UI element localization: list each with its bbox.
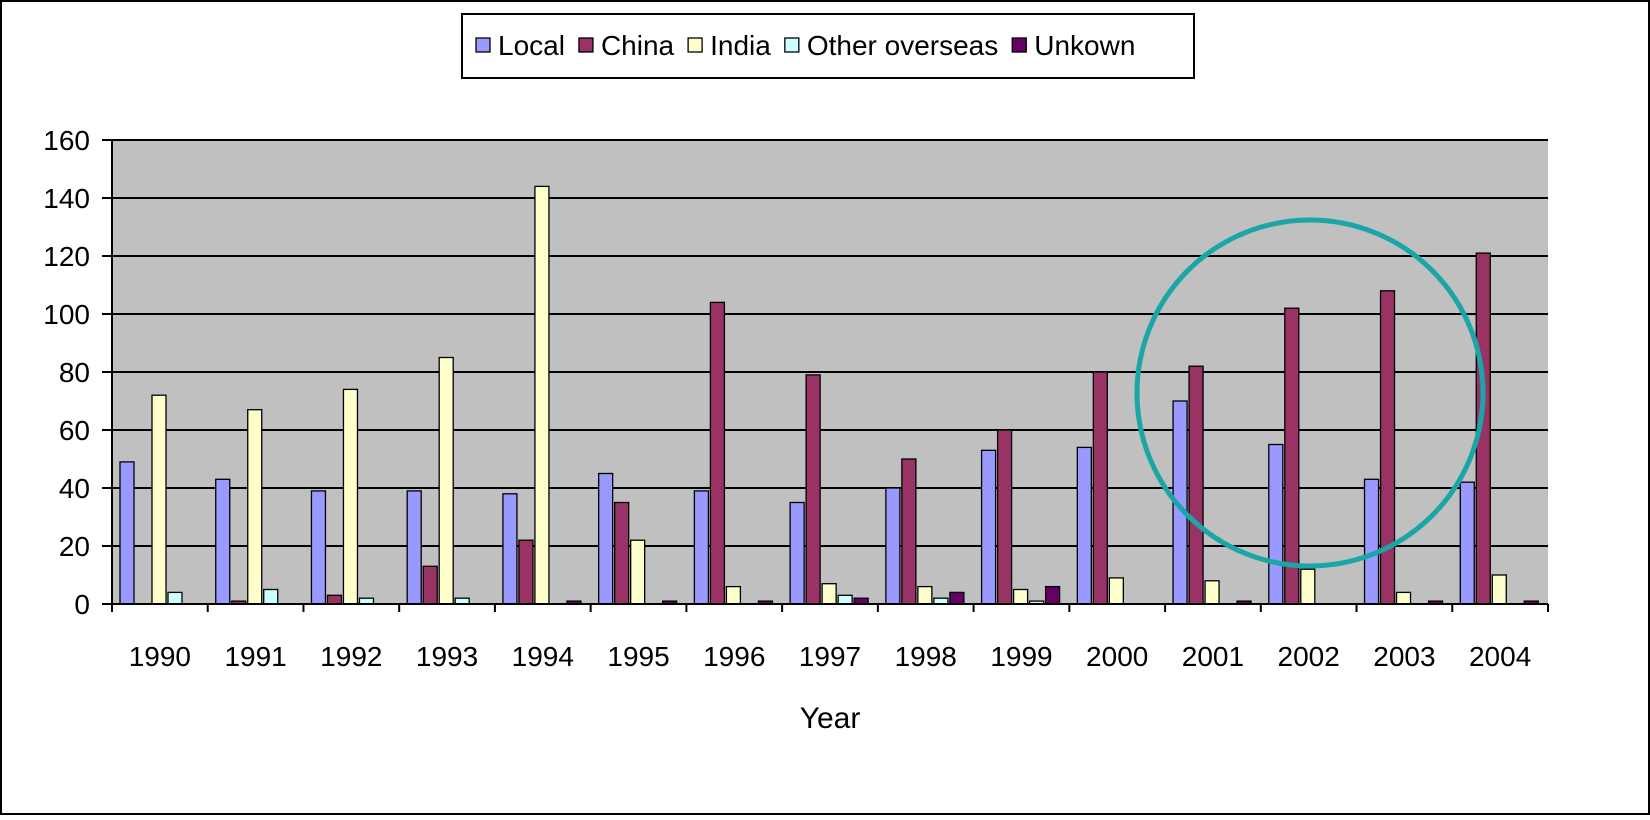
- bar: [725, 585, 742, 605]
- bar: [438, 356, 454, 605]
- legend-label: Unkown: [1034, 30, 1135, 61]
- bar: [1300, 568, 1316, 605]
- y-tick-label: 40: [59, 473, 90, 504]
- bar: [1363, 478, 1380, 605]
- x-tick-label: 1990: [129, 641, 191, 672]
- bar: [693, 490, 710, 605]
- bar: [422, 565, 438, 605]
- bar: [326, 594, 343, 605]
- x-axis-title: Year: [800, 702, 861, 735]
- bar: [1491, 574, 1507, 605]
- bar: [1395, 591, 1412, 605]
- bar: [247, 409, 263, 605]
- bar: [1076, 446, 1092, 605]
- bar: [151, 394, 167, 605]
- bar: [1108, 577, 1124, 605]
- x-tick-label: 1994: [512, 641, 574, 672]
- bar: [837, 594, 853, 605]
- x-tick-label: 1991: [224, 641, 286, 672]
- bar: [996, 429, 1013, 605]
- y-tick-label: 0: [74, 589, 90, 620]
- x-tick-label: 1997: [799, 641, 861, 672]
- bar: [167, 591, 183, 605]
- legend-label: Other overseas: [807, 30, 998, 61]
- x-tick-label: 2002: [1278, 641, 1340, 672]
- bar: [805, 374, 821, 605]
- legend-label: Local: [498, 30, 565, 61]
- bar: [1379, 290, 1396, 605]
- x-tick-label: 2004: [1469, 641, 1531, 672]
- bar: [614, 501, 630, 605]
- legend-label: China: [601, 30, 675, 61]
- y-tick-label: 60: [59, 415, 90, 446]
- bar: [1204, 580, 1220, 605]
- highlight-circle: [1134, 217, 1486, 569]
- bar: [1188, 365, 1204, 605]
- legend-swatch: [475, 37, 491, 53]
- bar: [119, 461, 135, 605]
- y-tick-label: 20: [59, 531, 90, 562]
- bars: [119, 185, 1539, 605]
- y-tick-label: 80: [59, 357, 90, 388]
- bar: [949, 591, 965, 605]
- bar: [1012, 588, 1029, 605]
- bar: [598, 472, 614, 605]
- x-tick-label: 1999: [990, 641, 1052, 672]
- legend-swatch: [578, 37, 594, 53]
- bar: [885, 487, 901, 605]
- bar: [406, 490, 422, 605]
- x-tick-label: 2003: [1373, 641, 1435, 672]
- bar: [1092, 371, 1108, 605]
- bar: [534, 185, 550, 605]
- x-tick-label: 1995: [607, 641, 669, 672]
- bar: [901, 458, 917, 605]
- bar: [1459, 481, 1475, 605]
- bar: [709, 301, 726, 605]
- y-tick-label: 120: [43, 241, 90, 272]
- annotation-layer: [1134, 217, 1486, 569]
- legend-swatch: [784, 37, 800, 53]
- plot-area: [112, 139, 1548, 604]
- legend: Local China India Other overseas Unkown: [461, 13, 1195, 79]
- x-tick-label: 1993: [416, 641, 478, 672]
- bar: [310, 490, 327, 605]
- bar: [980, 449, 997, 605]
- y-axis: 0 20 40 60 80 100 120 140 160: [43, 125, 113, 620]
- x-tick-label: 1992: [320, 641, 382, 672]
- bar: [1268, 443, 1284, 605]
- x-tick-label: 2000: [1086, 641, 1148, 672]
- legend-label: India: [710, 30, 771, 61]
- x-axis: 1990 1991 1992 1993 1994 1995 1996 1997 1998 1999…: [111, 603, 1549, 672]
- y-tick-label: 100: [43, 299, 90, 330]
- legend-swatch: [1011, 37, 1027, 53]
- bar: [263, 588, 279, 605]
- bar: [342, 388, 359, 605]
- bar: [1044, 585, 1061, 605]
- x-tick-label: 1998: [895, 641, 957, 672]
- bar: [215, 478, 231, 605]
- bar: [789, 501, 805, 605]
- bar: [917, 585, 933, 605]
- x-tick-label: 1996: [703, 641, 765, 672]
- y-tick-label: 160: [43, 125, 90, 156]
- y-tick-label: 140: [43, 183, 90, 214]
- bar: [1284, 307, 1300, 605]
- bar: [518, 539, 534, 605]
- bar: [821, 583, 837, 605]
- bar: [630, 539, 646, 605]
- legend-swatch: [687, 37, 703, 53]
- x-tick-label: 2001: [1182, 641, 1244, 672]
- bar: [502, 493, 518, 605]
